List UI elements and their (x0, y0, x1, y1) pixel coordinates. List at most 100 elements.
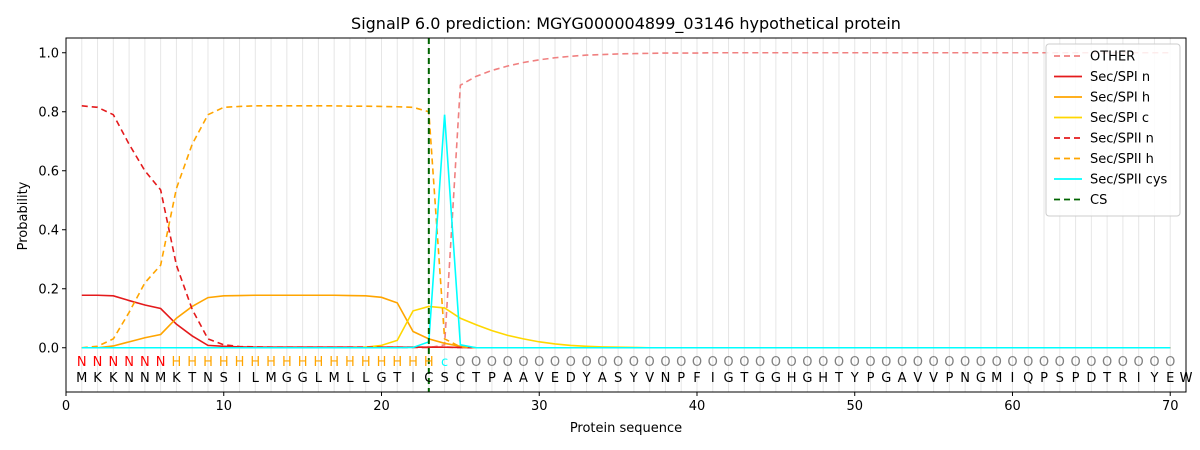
legend-entry-label: Sec/SPII n (1090, 132, 1154, 147)
residue-label: N (661, 371, 671, 386)
residue-label: T (1102, 371, 1111, 386)
region-label: O (1039, 355, 1049, 370)
region-label: H (424, 355, 434, 370)
region-label: H (219, 355, 229, 370)
region-label: O (1149, 355, 1159, 370)
region-label: O (692, 355, 702, 370)
residue-label: G (881, 371, 891, 386)
region-label: O (629, 355, 639, 370)
region-label: O (708, 355, 718, 370)
y-tick-label: 1.0 (38, 46, 59, 61)
region-label: O (1134, 355, 1144, 370)
residue-label: S (220, 371, 228, 386)
x-tick-label: 40 (689, 399, 706, 414)
residue-label: G (755, 371, 765, 386)
region-label: O (992, 355, 1002, 370)
region-label: O (928, 355, 938, 370)
residue-label: K (109, 371, 118, 386)
x-tick-label: 60 (1004, 399, 1021, 414)
residue-label: A (519, 371, 528, 386)
region-label: O (881, 355, 891, 370)
region-label: N (77, 355, 87, 370)
residue-label: T (739, 371, 748, 386)
region-label: N (124, 355, 134, 370)
residue-label: Q (1023, 371, 1033, 386)
residue-label: H (818, 371, 828, 386)
region-label: O (1007, 355, 1017, 370)
residue-label: L (362, 371, 370, 386)
series-line-sec-spi-h (81, 294, 1171, 349)
residue-label: T (471, 371, 480, 386)
region-label: N (140, 355, 150, 370)
region-label: H (298, 355, 308, 370)
residue-label: P (677, 371, 685, 386)
residue-label: I (1137, 371, 1141, 386)
residue-label: G (298, 371, 308, 386)
residue-label: I (1011, 371, 1015, 386)
residue-label: L (252, 371, 260, 386)
region-label: O (1023, 355, 1033, 370)
region-label: H (377, 355, 387, 370)
chart-title: SignalP 6.0 prediction: MGYG000004899_03… (351, 14, 901, 34)
residue-label: K (172, 371, 181, 386)
region-label: O (581, 355, 591, 370)
region-label: O (802, 355, 812, 370)
y-tick-label: 0.4 (38, 223, 59, 238)
residue-label: M (991, 371, 1002, 386)
legend-entry-label: Sec/SPI c (1090, 111, 1149, 126)
residue-label: L (346, 371, 354, 386)
residue-label: F (693, 371, 700, 386)
region-label: H (392, 355, 402, 370)
residue-label: P (488, 371, 496, 386)
region-label: N (93, 355, 103, 370)
residue-label: V (929, 371, 938, 386)
residue-label: R (1118, 371, 1127, 386)
region-label: H (172, 355, 182, 370)
region-label: O (471, 355, 481, 370)
x-tick-label: 0 (62, 399, 70, 414)
grid-lines (81, 38, 1187, 392)
y-axis-ticks: 0.0 0.2 0.4 0.6 0.8 1.0 (38, 46, 66, 356)
series-line-sec-spi-n (81, 294, 1171, 349)
residue-label: N (960, 371, 970, 386)
region-label: O (739, 355, 749, 370)
region-label: O (1118, 355, 1128, 370)
legend-entry-label: CS (1090, 193, 1107, 208)
region-label: H (250, 355, 260, 370)
residue-label: P (867, 371, 875, 386)
region-label: N (156, 355, 166, 370)
region-label: O (1055, 355, 1065, 370)
series-line-sec-spii-n (81, 105, 1171, 349)
residue-label: S (614, 371, 622, 386)
y-axis-label: Probability (16, 181, 31, 250)
region-label: O (850, 355, 860, 370)
residue-label: A (598, 371, 607, 386)
region-label: O (503, 355, 513, 370)
residue-label: G (376, 371, 386, 386)
residue-label: M (329, 371, 340, 386)
x-tick-label: 10 (215, 399, 232, 414)
legend-entry-label: Sec/SPI n (1090, 70, 1150, 85)
region-label: H (345, 355, 355, 370)
residue-label: A (898, 371, 907, 386)
residue-label: P (1040, 371, 1048, 386)
region-label: O (1102, 355, 1112, 370)
residue-label: I (238, 371, 242, 386)
legend-box (1045, 43, 1181, 217)
region-label: O (976, 355, 986, 370)
residue-label: S (1056, 371, 1064, 386)
region-label: H (187, 355, 197, 370)
residue-label: N (203, 371, 213, 386)
residue-label: T (834, 371, 843, 386)
residue-label: L (315, 371, 323, 386)
residue-label: K (93, 371, 102, 386)
residue-label: S (440, 371, 448, 386)
residue-label: Y (850, 371, 859, 386)
region-label: H (361, 355, 371, 370)
region-label: O (550, 355, 560, 370)
legend-entry-label: Sec/SPI h (1090, 91, 1150, 106)
residue-label: T (187, 371, 196, 386)
series-line-sec-spii-h (81, 105, 1171, 349)
residue-label: G (976, 371, 986, 386)
